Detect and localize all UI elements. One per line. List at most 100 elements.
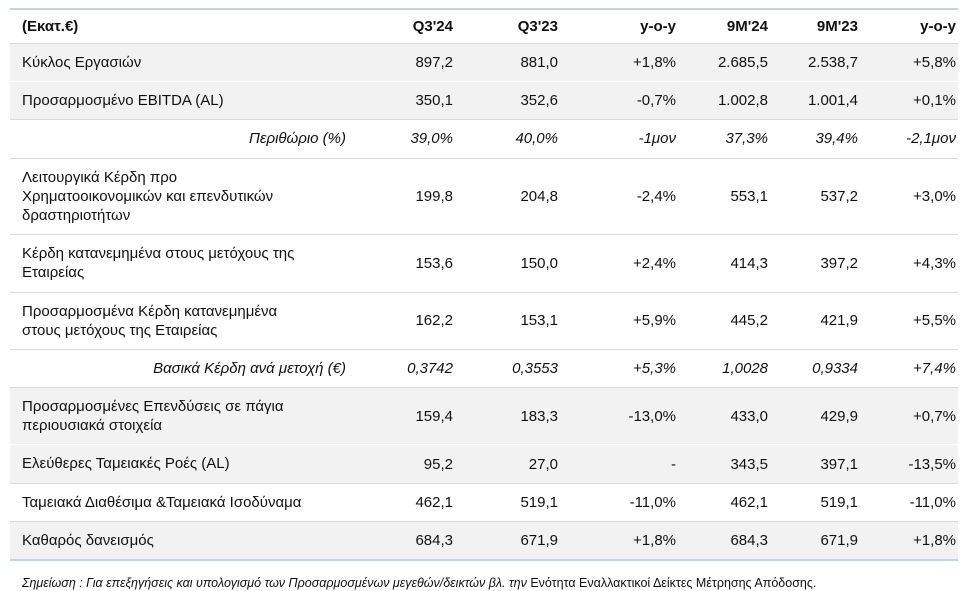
table-row: Ταμειακά Διαθέσιμα &Ταμειακά Ισοδύναμα 46…: [10, 482, 958, 522]
value-cell: 684,3: [678, 520, 770, 560]
value-cell: 553,1: [678, 157, 770, 235]
table-row: Προσαρμοσμένα Κέρδη κατανεμημένα στους μ…: [10, 291, 958, 350]
value-cell: +7,4%: [860, 348, 958, 388]
table-row: Καθαρός δανεισμός 684,3 671,9 +1,8% 684,3 671…: [10, 520, 958, 560]
value-cell: 39,0%: [360, 119, 455, 159]
value-cell: +5,9%: [560, 291, 678, 350]
value-cell: 199,8: [360, 157, 455, 235]
value-cell: 153,6: [360, 234, 455, 292]
value-cell: 183,3: [455, 387, 560, 445]
value-cell: 2.538,7: [770, 42, 860, 82]
row-label: Ταμειακά Διαθέσιμα &Ταμειακά Ισοδύναμα: [10, 482, 360, 522]
value-cell: 462,1: [360, 482, 455, 522]
value-cell: 1.001,4: [770, 81, 860, 120]
value-cell: -13,0%: [560, 387, 678, 445]
value-cell: 0,3553: [455, 348, 560, 388]
financial-table: (Εκατ.€) Q3'24 Q3'23 y-o-y 9M'24 9M'23 y-o-y …: [10, 8, 958, 561]
value-cell: +0,7%: [860, 387, 958, 445]
value-cell: -2,4%: [560, 157, 678, 235]
value-cell: 397,2: [770, 234, 860, 292]
row-label: Ελεύθερες Ταμειακές Ροές (AL): [10, 444, 360, 484]
value-cell: 519,1: [770, 482, 860, 522]
value-cell: +0,1%: [860, 81, 958, 120]
row-label: Βασικά Κέρδη ανά μετοχή (€): [10, 348, 360, 388]
value-cell: 519,1: [455, 482, 560, 522]
value-cell: 462,1: [678, 482, 770, 522]
value-cell: 159,4: [360, 387, 455, 445]
value-cell: 671,9: [455, 520, 560, 560]
table-row: Ελεύθερες Ταμειακές Ροές (AL) 95,2 27,0-34…: [10, 444, 958, 484]
column-header-6: y-o-y: [920, 18, 956, 35]
value-cell: +2,4%: [560, 234, 678, 292]
unit-label: (Εκατ.€): [22, 18, 79, 35]
row-label: Προσαρμοσμένες Επενδύσεις σε πάγια περιο…: [10, 387, 360, 445]
value-cell: 1,0028: [678, 348, 770, 388]
value-cell: 537,2: [770, 157, 860, 235]
value-cell: 1.002,8: [678, 81, 770, 120]
value-cell: 445,2: [678, 291, 770, 350]
column-header-1: Q3'24: [412, 18, 453, 35]
table-row: Προσαρμοσμένο EBITDA (AL) 350,1 352,6 -0,7%…: [10, 81, 958, 120]
value-cell: -2,1μον: [860, 119, 958, 159]
value-cell: 153,1: [455, 291, 560, 350]
value-cell: -: [560, 444, 678, 484]
value-cell: 421,9: [770, 291, 860, 350]
footnote-italic-tail: την: [508, 576, 527, 590]
value-cell: 27,0: [455, 444, 560, 484]
value-cell: 897,2: [360, 42, 455, 82]
value-cell: 671,9: [770, 520, 860, 560]
value-cell: 2.685,5: [678, 42, 770, 82]
value-cell: 0,3742: [360, 348, 455, 388]
table-row: Κύκλος Εργασιών 897,2 881,0 +1,8% 2.685,5 2.5…: [10, 42, 958, 82]
row-label: Περιθώριο (%): [10, 119, 360, 159]
row-label: Κύκλος Εργασιών: [10, 42, 360, 82]
value-cell: +1,8%: [860, 520, 958, 560]
value-cell: 684,3: [360, 520, 455, 560]
row-label: Προσαρμοσμένο EBITDA (AL): [10, 81, 360, 120]
value-cell: 40,0%: [455, 119, 560, 159]
column-header-3: y-o-y: [640, 18, 676, 35]
row-label: Προσαρμοσμένα Κέρδη κατανεμημένα στους μ…: [10, 291, 360, 350]
value-cell: 397,1: [770, 444, 860, 484]
value-cell: 881,0: [455, 42, 560, 82]
column-header-2: Q3'23: [517, 18, 558, 35]
footnote-misspelled-word: βλ.: [488, 576, 506, 590]
column-header-5: 9M'23: [816, 18, 858, 35]
value-cell: +1,8%: [560, 520, 678, 560]
table-row: Προσαρμοσμένες Επενδύσεις σε πάγια περιο…: [10, 387, 958, 445]
value-cell: +5,5%: [860, 291, 958, 350]
table-row: Βασικά Κέρδη ανά μετοχή (€) 0,3742 0,3553 +…: [10, 348, 958, 388]
row-label: Λειτουργικά Κέρδη προ Χρηματοοικονομικών…: [10, 157, 360, 235]
value-cell: 162,2: [360, 291, 455, 350]
value-cell: 150,0: [455, 234, 560, 292]
table-row: Περιθώριο (%) 39,0% 40,0% -1μον 37,3% 39,4% -2…: [10, 119, 958, 159]
table-row: Λειτουργικά Κέρδη προ Χρηματοοικονομικών…: [10, 157, 958, 235]
table-row: Κέρδη κατανεμημένα στους μετόχους της Ετ…: [10, 234, 958, 292]
value-cell: 343,5: [678, 444, 770, 484]
footnote-italic-lead: Σημείωση : Για επεξηγήσεις και υπολογισμ…: [22, 576, 486, 590]
value-cell: +5,3%: [560, 348, 678, 388]
value-cell: +5,8%: [860, 42, 958, 82]
value-cell: -11,0%: [860, 482, 958, 522]
value-cell: 352,6: [455, 81, 560, 120]
value-cell: -11,0%: [560, 482, 678, 522]
footnote-regular-text: Ενότητα Εναλλακτικοί Δείκτες Μέτρησης Απ…: [530, 576, 817, 590]
table-header: (Εκατ.€) Q3'24 Q3'23 y-o-y 9M'24 9M'23 y-o-y: [10, 9, 958, 44]
value-cell: 39,4%: [770, 119, 860, 159]
value-cell: 204,8: [455, 157, 560, 235]
row-label: Κέρδη κατανεμημένα στους μετόχους της Ετ…: [10, 234, 360, 292]
value-cell: 37,3%: [678, 119, 770, 159]
value-cell: 433,0: [678, 387, 770, 445]
value-cell: +1,8%: [560, 42, 678, 82]
header-row: (Εκατ.€) Q3'24 Q3'23 y-o-y 9M'24 9M'23 y-o-y: [10, 9, 958, 44]
row-label: Καθαρός δανεισμός: [10, 520, 360, 560]
value-cell: -0,7%: [560, 81, 678, 120]
value-cell: +3,0%: [860, 157, 958, 235]
footnote: Σημείωση : Για επεξηγήσεις και υπολογισμ…: [22, 575, 960, 591]
value-cell: +4,3%: [860, 234, 958, 292]
value-cell: 350,1: [360, 81, 455, 120]
value-cell: -1μον: [560, 119, 678, 159]
value-cell: -13,5%: [860, 444, 958, 484]
value-cell: 95,2: [360, 444, 455, 484]
